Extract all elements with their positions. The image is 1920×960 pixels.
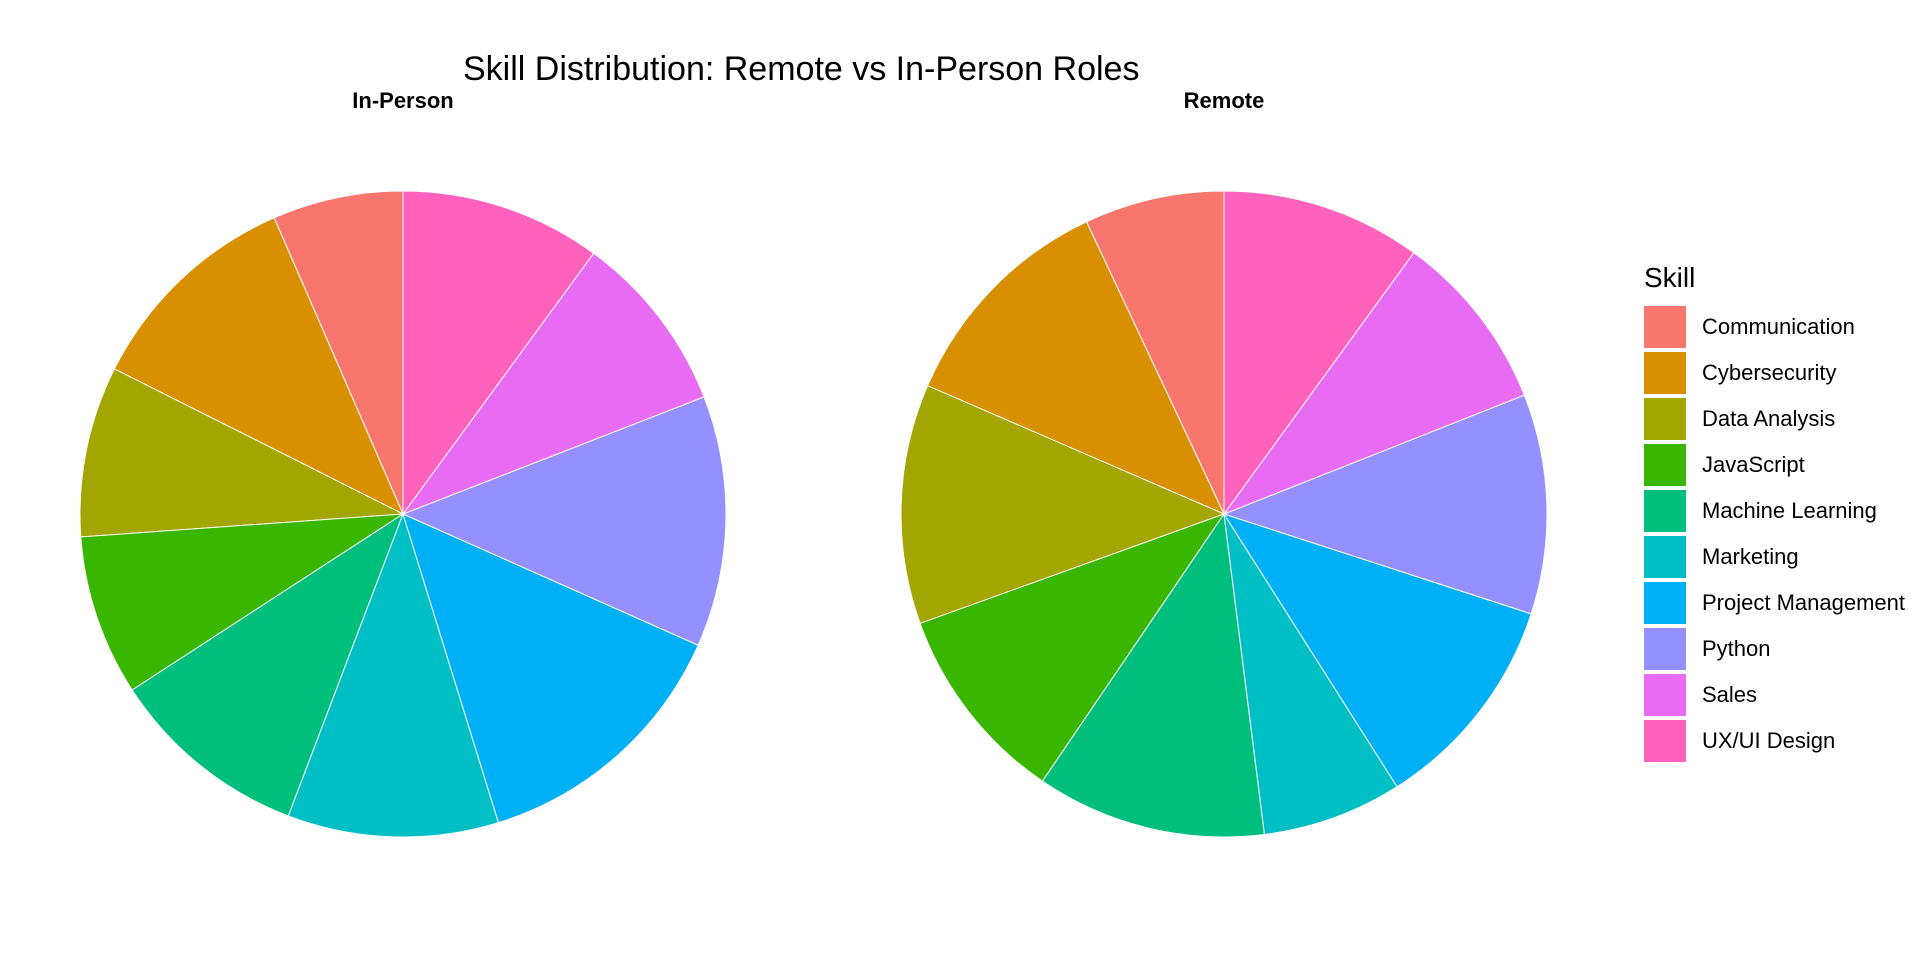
legend-label: Communication	[1702, 314, 1855, 339]
legend-title: Skill	[1644, 262, 1696, 293]
pie-slice-remote-sales	[1222, 251, 1525, 516]
legend-label: Data Analysis	[1702, 406, 1836, 431]
legend-item-cybersecurity: Cybersecurity	[1644, 350, 1905, 396]
legend-item-sales: Sales	[1644, 672, 1905, 718]
legend-label: Project Management	[1702, 590, 1905, 615]
legend-swatch	[1644, 674, 1686, 716]
legend-swatch	[1644, 352, 1686, 394]
legend-swatch	[1644, 536, 1686, 578]
legend-item-data-analysis: Data Analysis	[1644, 396, 1905, 442]
pie-slice-remote-communication	[1085, 190, 1225, 515]
legend-label: Cybersecurity	[1702, 360, 1837, 385]
chart-title: Skill Distribution: Remote vs In-Person …	[463, 50, 1140, 88]
pie-slice-remote-machine-learning	[1041, 512, 1266, 838]
pie-slice-remote-ux-ui-design	[1223, 190, 1415, 516]
facet-label-remote: Remote	[1183, 88, 1265, 113]
legend-swatch	[1644, 490, 1686, 532]
facet-label-in-person: In-Person	[352, 88, 454, 113]
pie-slice-remote-javascript	[919, 513, 1226, 782]
pie-slice-in-person-javascript	[80, 513, 404, 691]
legend-label: Sales	[1702, 682, 1758, 707]
legend-items: Communication Cybersecurity Data Analysis J…	[1644, 304, 1905, 764]
legend-swatch	[1644, 628, 1686, 670]
pie-slice-in-person-marketing	[287, 512, 500, 838]
legend-item-project-management: Project Management	[1644, 580, 1905, 626]
pie-slice-remote-marketing	[1223, 513, 1398, 836]
pie-slice-in-person-communication	[273, 190, 404, 515]
legend-item-ux-ui-design: UX/UI Design	[1644, 718, 1905, 764]
legend-label: UX/UI Design	[1702, 728, 1836, 753]
legend-item-machine-learning: Machine Learning	[1644, 488, 1905, 534]
legend-swatch	[1644, 720, 1686, 762]
pie-slice-in-person-machine-learning	[131, 512, 405, 817]
pie-slice-in-person-python	[401, 396, 727, 646]
pie-slice-in-person-data-analysis	[79, 368, 405, 538]
pie-slice-in-person-project-management	[402, 513, 699, 824]
legend-item-marketing: Marketing	[1644, 534, 1905, 580]
pie-slice-in-person-ux-ui-design	[402, 190, 595, 516]
pie-slice-in-person-cybersecurity	[113, 217, 405, 516]
legend-label: Marketing	[1702, 544, 1799, 569]
pie-slice-remote-cybersecurity	[926, 221, 1226, 515]
legend-item-python: Python	[1644, 626, 1905, 672]
legend-swatch	[1644, 306, 1686, 348]
legend-swatch	[1644, 398, 1686, 440]
legend-item-javascript: JavaScript	[1644, 442, 1905, 488]
pie-slice-remote-data-analysis	[900, 385, 1226, 625]
legend-swatch	[1644, 444, 1686, 486]
legend-label: Python	[1702, 636, 1771, 661]
pie-slice-in-person-sales	[401, 252, 705, 516]
legend-label: JavaScript	[1702, 452, 1805, 477]
legend-item-communication: Communication	[1644, 304, 1905, 350]
pie-slice-remote-project-management	[1222, 513, 1532, 788]
legend: Skill Communication Cybersecurity Data Ana…	[1644, 262, 1905, 764]
pie-slice-remote-python	[1222, 394, 1548, 615]
legend-label: Machine Learning	[1702, 498, 1877, 523]
legend-swatch	[1644, 582, 1686, 624]
